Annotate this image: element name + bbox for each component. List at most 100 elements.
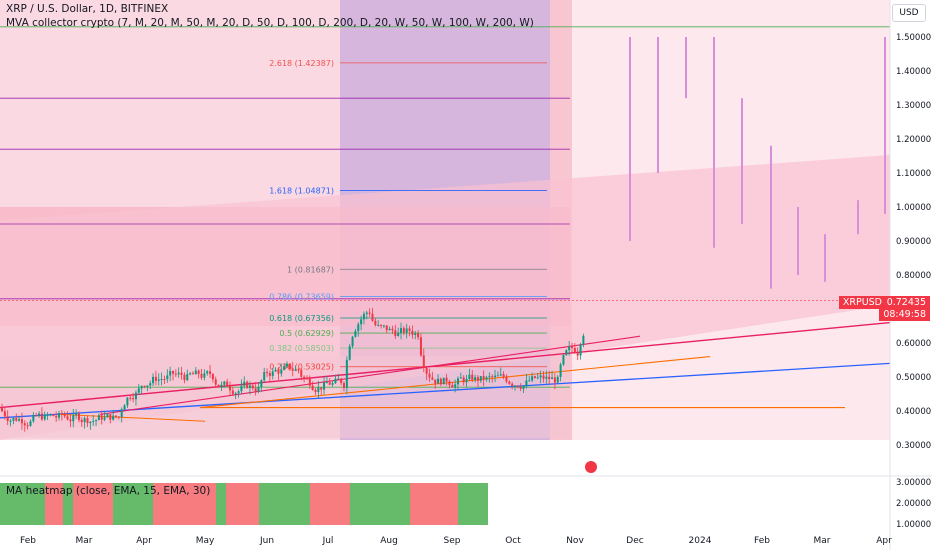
price-axis-label: 0.40000 bbox=[896, 407, 931, 417]
candle-body bbox=[579, 344, 582, 356]
candle-body bbox=[220, 384, 223, 388]
heatmap-segment-4 bbox=[113, 483, 153, 525]
heatmap-segment-3 bbox=[73, 483, 113, 525]
currency-button[interactable]: USD bbox=[892, 4, 926, 22]
candle-body bbox=[448, 381, 451, 385]
candle-body bbox=[454, 384, 457, 388]
candle-body bbox=[211, 374, 214, 380]
candle-body bbox=[6, 416, 9, 422]
candle-body bbox=[559, 364, 562, 377]
candle-body bbox=[55, 416, 58, 418]
candle-body bbox=[488, 376, 491, 378]
candle-body bbox=[257, 386, 260, 392]
candle-body bbox=[340, 378, 343, 384]
candle-body bbox=[542, 375, 545, 379]
candle-body bbox=[251, 385, 254, 389]
candle-body bbox=[63, 414, 66, 417]
heatmap-legend[interactable]: MA heatmap (close, EMA, 15, EMA, 30) bbox=[6, 485, 211, 497]
candle-body bbox=[140, 385, 143, 389]
candle-body bbox=[137, 388, 140, 393]
candle-body bbox=[360, 319, 363, 325]
indicator-legend[interactable]: MVA collector crypto (7, M, 20, M, 50, M… bbox=[6, 17, 534, 29]
candle-body bbox=[214, 379, 217, 385]
candle-body bbox=[331, 383, 334, 385]
arrow-small bbox=[59, 413, 206, 422]
candle-body bbox=[75, 413, 78, 416]
candle-body bbox=[134, 392, 137, 400]
fib-label-4: 0.618 (0.67356) bbox=[269, 314, 334, 323]
time-axis-label-oct: Oct bbox=[505, 536, 521, 546]
fib-label-1: 1.618 (1.04871) bbox=[269, 186, 334, 195]
candle-body bbox=[377, 324, 380, 326]
candle-body bbox=[120, 409, 123, 418]
candle-body bbox=[362, 313, 365, 320]
time-axis-label-mar: Mar bbox=[814, 536, 831, 546]
candle-body bbox=[425, 367, 428, 374]
candle-body bbox=[525, 380, 528, 386]
candle-body bbox=[18, 419, 21, 421]
candle-body bbox=[565, 350, 568, 356]
heatmap-segment-8 bbox=[259, 483, 310, 525]
candle-body bbox=[115, 415, 117, 417]
candle-body bbox=[271, 371, 274, 376]
candle-body bbox=[160, 379, 163, 381]
time-axis-label-apr: Apr bbox=[876, 536, 892, 546]
candle-body bbox=[382, 325, 385, 327]
candle-body bbox=[286, 363, 288, 367]
candle-body bbox=[482, 376, 485, 380]
price-tag-symbol-text: XRPUSD bbox=[842, 297, 882, 308]
time-axis-label-feb: Feb bbox=[754, 536, 770, 546]
candle-body bbox=[300, 370, 303, 377]
candle-body bbox=[553, 377, 556, 383]
candle-body bbox=[531, 376, 534, 381]
candle-body bbox=[368, 312, 371, 314]
candle-body bbox=[334, 378, 337, 384]
fib-label-0: 2.618 (1.42387) bbox=[269, 59, 334, 68]
candle-body bbox=[457, 378, 459, 385]
candle-body bbox=[152, 376, 155, 384]
fib-label-7: 0.236 (0.53025) bbox=[269, 363, 334, 372]
candle-body bbox=[268, 373, 271, 376]
candle-body bbox=[522, 385, 525, 389]
candle-body bbox=[143, 385, 146, 388]
candle-body bbox=[109, 414, 112, 420]
candle-body bbox=[442, 377, 445, 385]
candle-body bbox=[200, 373, 203, 378]
fib-label-6: 0.382 (0.58503) bbox=[269, 344, 334, 353]
candle-body bbox=[528, 380, 531, 382]
candle-body bbox=[337, 378, 340, 380]
candle-body bbox=[365, 312, 368, 314]
candle-body bbox=[189, 373, 192, 375]
time-axis-label-jul: Jul bbox=[322, 536, 334, 546]
candle-body bbox=[52, 414, 55, 417]
heatmap-segment-12 bbox=[458, 483, 488, 525]
candle-body bbox=[154, 376, 157, 381]
candle-body bbox=[260, 380, 263, 387]
candle-body bbox=[112, 415, 115, 420]
candle-body bbox=[231, 390, 234, 395]
candle-body bbox=[556, 376, 559, 383]
candle-body bbox=[106, 414, 109, 418]
candle-body bbox=[465, 378, 468, 383]
time-axis-label-dec: Dec bbox=[626, 536, 643, 546]
candle-body bbox=[496, 375, 499, 377]
candle-body bbox=[9, 420, 12, 422]
candle-body bbox=[15, 418, 18, 421]
candle-body bbox=[505, 376, 508, 382]
price-tag-countdown: 08:49:58 bbox=[879, 308, 930, 321]
candle-body bbox=[86, 418, 89, 424]
candle-body bbox=[254, 388, 257, 392]
heatmap-segment-9 bbox=[310, 483, 350, 525]
candle-body bbox=[203, 373, 206, 378]
candle-body bbox=[573, 347, 576, 353]
candle-body bbox=[248, 385, 251, 388]
candle-body bbox=[411, 330, 414, 335]
candle-body bbox=[328, 382, 331, 385]
time-axis-label-sep: Sep bbox=[444, 536, 461, 546]
candle-body bbox=[400, 328, 402, 333]
candle-body bbox=[439, 378, 442, 385]
time-axis-label-aug: Aug bbox=[380, 536, 398, 546]
candle-body bbox=[197, 370, 200, 374]
